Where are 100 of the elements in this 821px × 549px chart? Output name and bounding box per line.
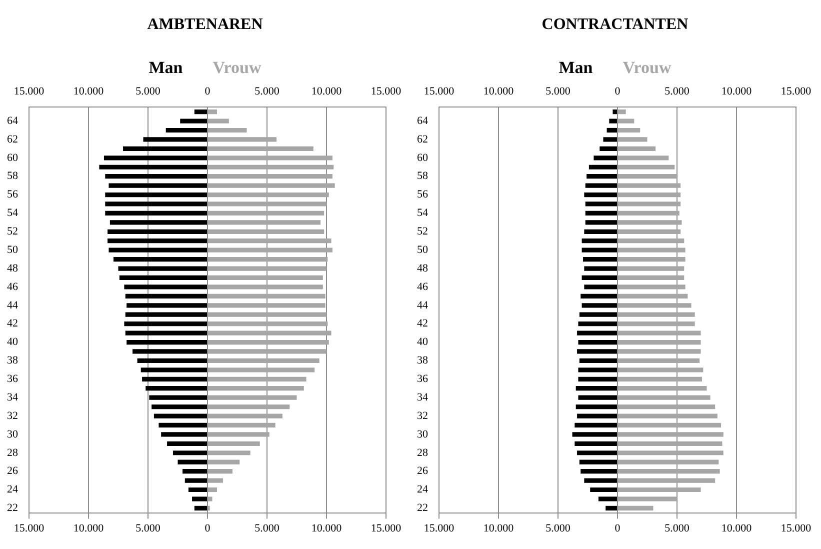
bar (577, 330, 617, 336)
bar (143, 137, 207, 142)
bar (208, 174, 332, 179)
bar (152, 404, 207, 410)
y-tick-label: 56 (417, 188, 428, 201)
y-tick-label: 24 (7, 484, 18, 496)
bar (577, 349, 617, 354)
bar (108, 248, 207, 252)
bar (154, 414, 207, 418)
bar (618, 248, 686, 252)
bar (167, 441, 207, 446)
y-tick-label: 32 (7, 410, 18, 422)
x-tick-label: 10.000 (721, 522, 752, 534)
bar (584, 229, 617, 234)
x-tick-label: 0 (204, 522, 211, 534)
bar (208, 202, 326, 206)
bar (618, 137, 648, 142)
bar (208, 266, 326, 271)
x-tick-label: 15.000 (780, 522, 812, 534)
bar (208, 395, 297, 400)
bar (618, 294, 688, 298)
y-tick-label: 38 (417, 354, 428, 367)
x2-tick-label: 10.000 (73, 85, 104, 98)
bar (580, 469, 617, 474)
bar (178, 460, 207, 464)
bar (578, 340, 617, 345)
bar (110, 220, 207, 225)
bar (618, 238, 684, 244)
bar (208, 229, 324, 234)
bar (590, 487, 617, 492)
bar (618, 395, 710, 400)
bar (578, 322, 617, 326)
bar (618, 349, 701, 354)
bar (208, 220, 321, 225)
bar (584, 284, 617, 290)
y-tick-label: 38 (7, 354, 18, 367)
bar (618, 496, 677, 502)
x-tick-label: 10.000 (311, 522, 342, 534)
bar (584, 478, 617, 483)
bar (208, 256, 328, 262)
bar (208, 469, 232, 474)
y-tick-label: 58 (7, 170, 18, 182)
bar (582, 303, 617, 308)
bar (208, 118, 229, 124)
bar (618, 450, 724, 456)
x-tick-label: 5.000 (254, 522, 280, 534)
bar (618, 229, 681, 234)
bar (579, 312, 617, 317)
bar (105, 210, 207, 216)
x2-tick-label: 0 (614, 85, 621, 98)
bar (584, 266, 617, 271)
bar (618, 487, 701, 492)
y-tick-label: 52 (417, 226, 428, 238)
bar (618, 192, 681, 198)
y-tick-label: 46 (7, 280, 18, 293)
y-tick-label: 64 (417, 114, 428, 127)
bar (194, 110, 207, 114)
bar (618, 432, 724, 437)
bar (582, 256, 617, 262)
bar (146, 386, 207, 391)
bar (585, 202, 617, 206)
y-tick-label: 54 (7, 207, 18, 220)
bar (208, 322, 328, 326)
bar (618, 275, 684, 280)
bar (208, 349, 326, 354)
bar (208, 441, 260, 446)
bar (208, 238, 332, 244)
x2-tick-label: 15.000 (370, 85, 402, 98)
bar (208, 368, 315, 372)
bar (618, 368, 704, 372)
y-tick-label: 30 (417, 428, 428, 440)
bar (612, 110, 617, 114)
x2-tick-label: 10.000 (483, 85, 514, 98)
bar (618, 469, 720, 474)
y-tick-label: 24 (417, 484, 428, 496)
bar (618, 404, 716, 410)
text: Man (148, 58, 183, 79)
bar (180, 118, 207, 124)
x2-tick-label: 5.000 (254, 85, 280, 98)
bar (584, 192, 617, 198)
bar (618, 340, 701, 345)
x-tick-label: 15.000 (370, 522, 402, 534)
bar (579, 358, 617, 364)
x2-tick-label: 15.000 (780, 85, 812, 98)
bar (208, 137, 277, 142)
y-tick-label: 22 (7, 502, 18, 514)
bar (618, 414, 718, 418)
y-tick-label: 34 (417, 391, 428, 404)
bar (182, 469, 207, 474)
bar (208, 312, 326, 317)
bar (208, 460, 240, 464)
bar (618, 303, 692, 308)
bar (618, 164, 675, 170)
y-tick-label: 44 (7, 299, 18, 312)
bar (574, 422, 617, 428)
bar (149, 395, 207, 400)
y-tick-label: 42 (7, 318, 18, 330)
bar (194, 506, 207, 510)
bar (208, 284, 323, 290)
y-tick-label: 28 (7, 446, 18, 459)
